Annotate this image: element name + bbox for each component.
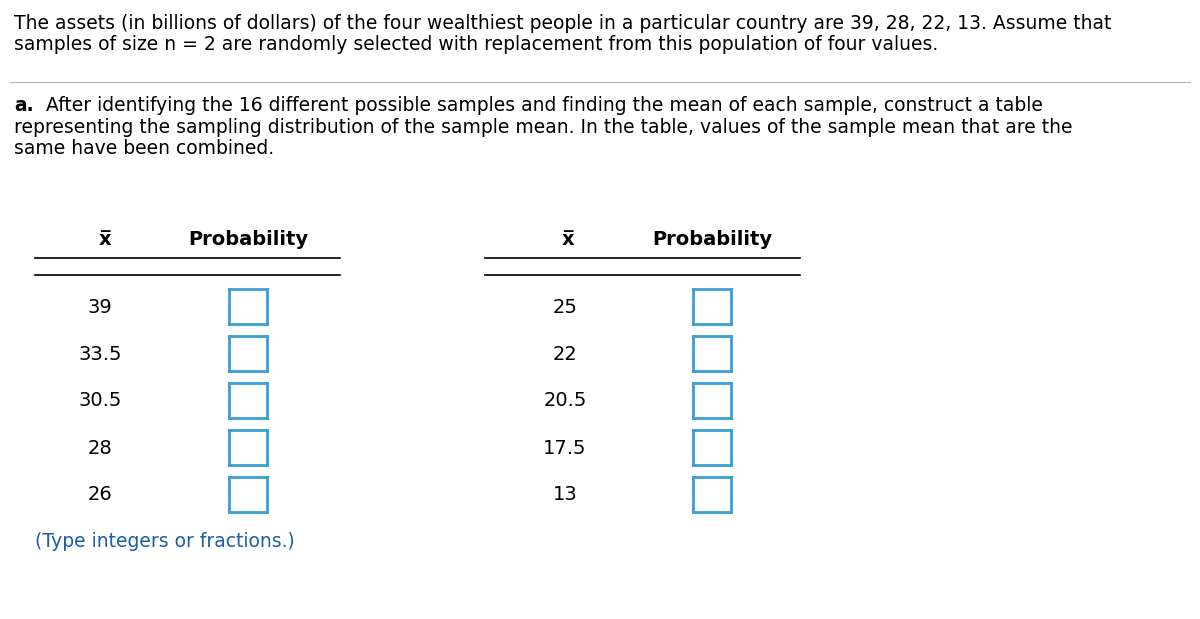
- Text: After identifying the 16 different possible samples and finding the mean of each: After identifying the 16 different possi…: [40, 96, 1043, 115]
- Text: 39: 39: [88, 298, 113, 316]
- Text: 25: 25: [552, 298, 577, 316]
- Text: same have been combined.: same have been combined.: [14, 139, 275, 158]
- Text: 22: 22: [553, 345, 577, 363]
- Text: a.: a.: [14, 96, 34, 115]
- Text: 26: 26: [88, 485, 113, 504]
- Text: representing the sampling distribution of the sample mean. In the table, values : representing the sampling distribution o…: [14, 118, 1073, 137]
- Text: 20.5: 20.5: [544, 391, 587, 410]
- Text: 30.5: 30.5: [78, 391, 121, 410]
- Text: 13: 13: [553, 485, 577, 504]
- Text: Probability: Probability: [188, 230, 308, 249]
- Text: 28: 28: [88, 438, 113, 457]
- Text: 17.5: 17.5: [544, 438, 587, 457]
- Text: (Type integers or fractions.): (Type integers or fractions.): [35, 532, 295, 551]
- Text: Probability: Probability: [652, 230, 772, 249]
- Text: x̅: x̅: [562, 230, 575, 249]
- Text: samples of size n = 2 are randomly selected with replacement from this populatio: samples of size n = 2 are randomly selec…: [14, 35, 938, 54]
- Text: The assets (in billions of dollars) of the four wealthiest people in a particula: The assets (in billions of dollars) of t…: [14, 14, 1111, 33]
- Text: x̅: x̅: [98, 230, 112, 249]
- Text: 33.5: 33.5: [78, 345, 121, 363]
